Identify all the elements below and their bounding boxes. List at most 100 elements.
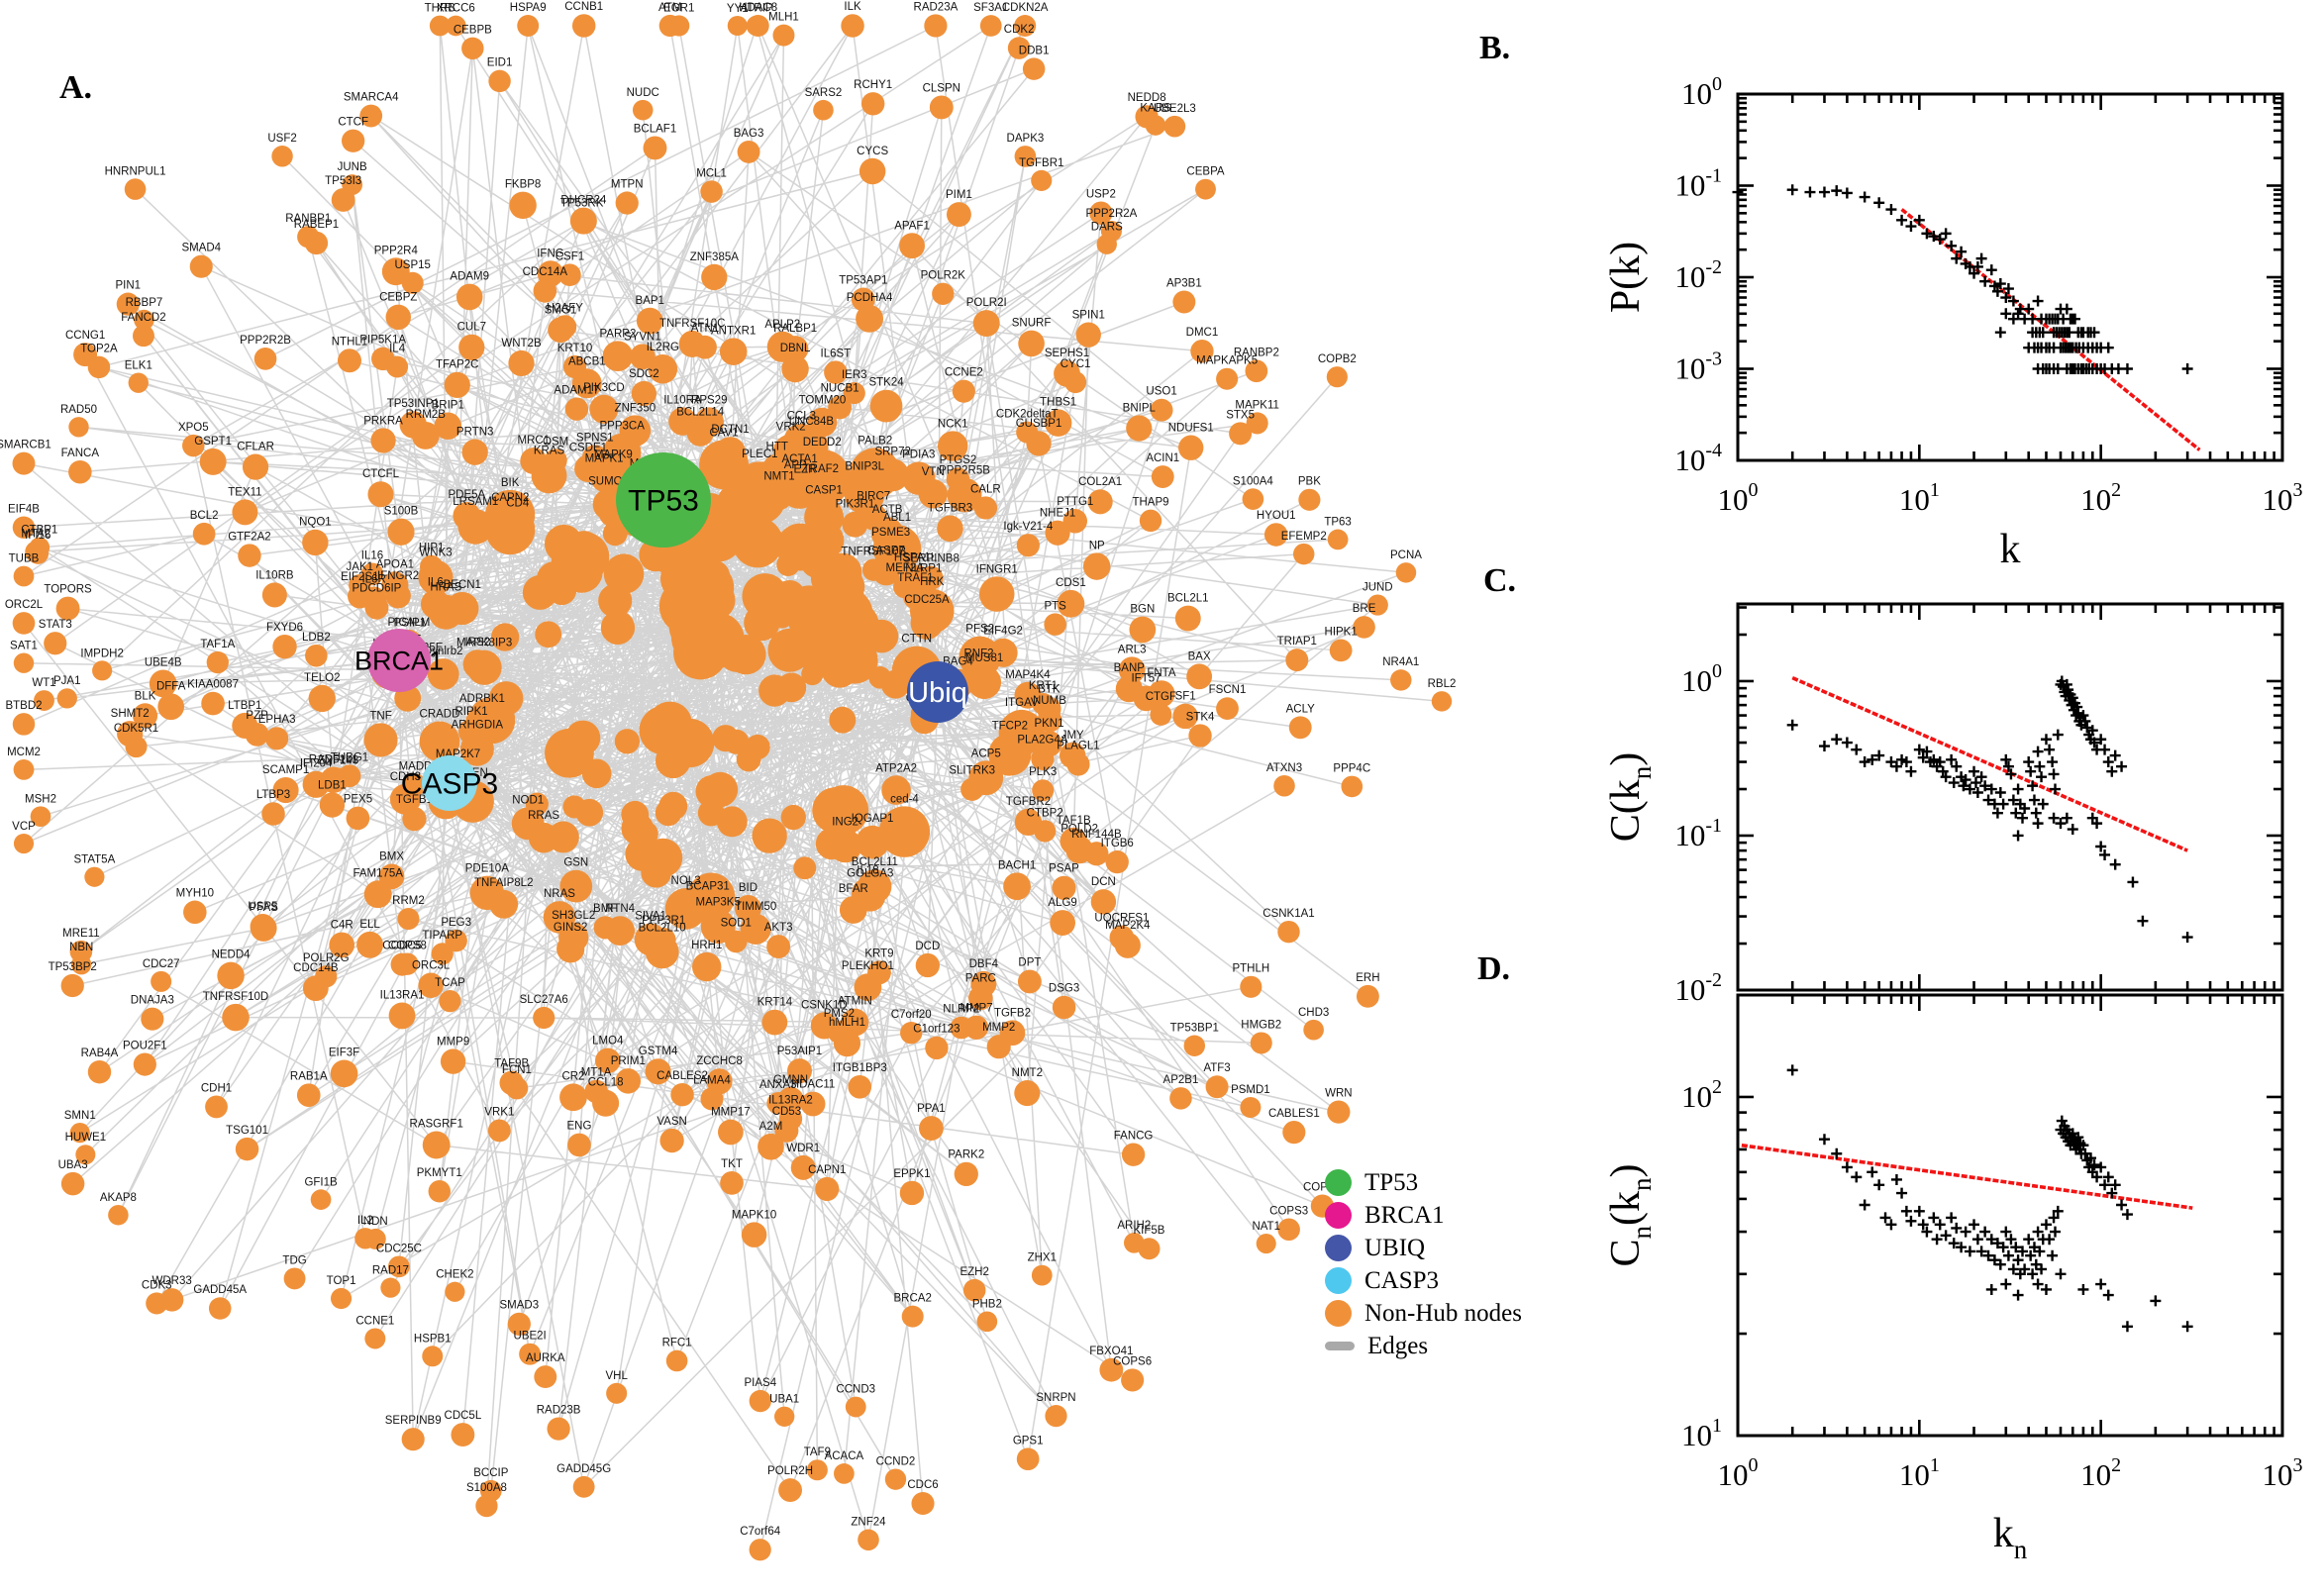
network-node: [558, 922, 589, 952]
node-label: ZHX1: [1028, 1252, 1057, 1264]
node-label: MCL1: [696, 167, 727, 179]
node-label: CSDE1: [569, 442, 607, 453]
node-label: DCN: [1091, 876, 1116, 888]
axis-tick-label: 100: [1718, 479, 1759, 517]
node-label: SNURF: [1012, 318, 1052, 330]
node-label: BANP: [1114, 662, 1146, 674]
node-label: CAV1: [709, 427, 738, 439]
node-label: STX5: [1226, 409, 1255, 421]
node-label: MAP3K5: [695, 896, 740, 908]
node-label: FANCG: [1114, 1130, 1154, 1142]
node-label: MAPK1: [585, 453, 624, 465]
node-label: CAPN1: [808, 1164, 846, 1176]
node-label: BRCA2: [894, 1293, 932, 1305]
node-label: VASN: [656, 1116, 686, 1128]
node-label: SMAD4: [181, 243, 221, 254]
network-node: [693, 335, 717, 359]
node-label: MUS81: [965, 652, 1003, 664]
node-label: PFS2: [965, 624, 994, 636]
network-node: [1017, 969, 1042, 994]
node-label: RASGRF1: [410, 1119, 463, 1131]
network-node: [806, 1459, 828, 1481]
network-node: [1054, 360, 1080, 387]
node-label: KRAS: [534, 446, 565, 457]
network-node: [264, 727, 289, 750]
node-label: GMNN: [773, 1074, 808, 1086]
node-label: CCND3: [836, 1384, 875, 1396]
node-label: S100B: [384, 506, 419, 518]
node-label: ced-4: [890, 793, 919, 805]
node-label: EPHA3: [258, 714, 296, 726]
node-label: CDC6: [907, 1479, 938, 1491]
node-label: CYC1: [1060, 358, 1091, 370]
network-node: [899, 1180, 925, 1206]
network-node: [453, 502, 481, 530]
node-label: TAF9: [804, 1446, 831, 1458]
network-node: [1169, 1087, 1192, 1110]
node-label: NLRP2: [943, 1004, 979, 1016]
network-node: [1188, 724, 1212, 748]
network-node: [429, 15, 451, 37]
node-label: BID: [739, 882, 758, 894]
node-label: EFEMP2: [1281, 531, 1327, 543]
node-label: CTTN: [901, 634, 932, 646]
nonhub-dot-icon: [1325, 1300, 1352, 1327]
network-node: [834, 1463, 855, 1484]
node-label: HRAS: [430, 582, 461, 594]
network-node: [192, 522, 216, 546]
node-label: USF2: [267, 133, 296, 145]
node-label: SMN1: [64, 1110, 96, 1122]
node-label: AURKA: [526, 1352, 565, 1364]
network-node: [69, 1123, 90, 1144]
network-node: [781, 354, 809, 383]
network-node: [1045, 520, 1070, 546]
node-label: TUBG1: [331, 751, 368, 763]
node-label: HSPA1L: [894, 551, 938, 563]
node-label: GSPT1: [194, 436, 232, 448]
network-node: [858, 157, 886, 185]
network-node: [1150, 398, 1173, 422]
node-label: SMG1: [545, 304, 577, 316]
network-node: [702, 771, 739, 808]
node-label: STAT5A: [74, 854, 116, 866]
network-node: [567, 1133, 591, 1157]
network-node: [911, 1491, 935, 1516]
node-label: BAG3: [734, 128, 764, 140]
node-label: PCDHA4: [847, 292, 893, 304]
network-node: [861, 558, 885, 581]
network-node: [133, 1052, 156, 1076]
node-label: JAK1: [347, 561, 374, 573]
network-node: [364, 1328, 386, 1349]
node-label: NEDD8: [1128, 92, 1166, 104]
network-node: [1087, 489, 1113, 515]
network-node: [856, 825, 889, 859]
network-node: [132, 325, 154, 348]
node-label: EPPK1: [893, 1168, 930, 1180]
network-node: [60, 973, 84, 998]
network-node: [762, 453, 792, 483]
node-label: TOMM20: [799, 395, 847, 407]
network-node: [815, 828, 848, 860]
network-node: [1327, 529, 1349, 550]
network-node: [1183, 1035, 1206, 1056]
network-node: [636, 307, 663, 335]
node-label: PALB2: [858, 435, 892, 447]
node-label: hMLH1: [829, 1017, 865, 1029]
network-node: [614, 729, 641, 754]
network-node: [149, 669, 177, 698]
node-label: TEX11: [228, 486, 261, 498]
node-label: IFI16: [25, 530, 50, 542]
node-label: ITGB1BP3: [833, 1062, 887, 1074]
network-node: [330, 1287, 353, 1310]
network-node: [932, 282, 955, 305]
node-label: TRAF2: [803, 463, 839, 475]
node-label: MAPK9: [594, 449, 633, 460]
node-label: KIF5B: [1134, 1225, 1165, 1237]
node-label: DSG3: [1049, 983, 1079, 995]
hub-label-tp53: TP53: [628, 485, 699, 518]
node-label: MSH2: [25, 793, 56, 805]
network-node: [1014, 146, 1037, 167]
network-node: [718, 1119, 744, 1146]
network-node: [68, 417, 89, 438]
node-label: SMARCA4: [344, 92, 399, 104]
